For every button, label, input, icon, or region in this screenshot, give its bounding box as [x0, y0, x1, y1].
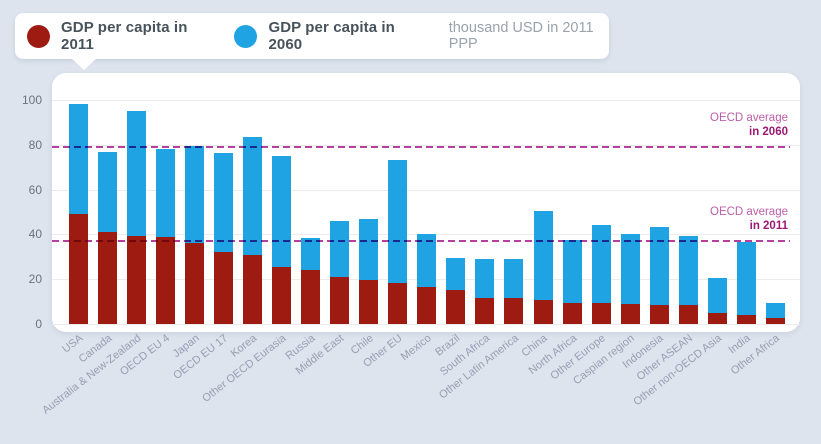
- bar-column: India: [727, 242, 756, 356]
- bar-segment-2011: [765, 318, 785, 324]
- bar-column: Australia & New-Zealand: [40, 111, 147, 417]
- bar-column: Other Africa: [729, 302, 785, 377]
- y-tick-label: 60: [28, 182, 42, 197]
- legend-label-2011: GDP per capita in 2011: [61, 19, 188, 53]
- bar-segment-2011: [127, 235, 147, 324]
- bar-segment-2011: [533, 300, 553, 324]
- bar-segment-2011: [417, 287, 437, 324]
- bar-column: USA: [60, 104, 88, 356]
- bar-segment-2011: [678, 304, 698, 324]
- bar-segment-2011: [591, 302, 611, 324]
- bar-segment-2011: [649, 304, 669, 324]
- bar-column: Other non-OECD Asia: [631, 278, 727, 408]
- bar-column: Russia: [284, 237, 321, 362]
- y-tick-label: 40: [28, 227, 42, 242]
- bar-column: Indonesia: [621, 226, 669, 371]
- gridline: [52, 100, 800, 101]
- bar-column: Caspian region: [571, 234, 640, 387]
- bar-column: Brazil: [434, 257, 466, 359]
- bar-segment-2011: [243, 254, 263, 324]
- bar-segment-2011: [504, 298, 524, 324]
- oecd-average-2060-label: OECD average in 2060: [710, 112, 788, 139]
- bar-segment-2011: [475, 298, 495, 324]
- oecd-average-2011-line: [52, 240, 790, 243]
- bar-column: Other EU: [361, 160, 408, 370]
- bar-column: Japan: [170, 145, 205, 360]
- legend-dot-2011-icon: [27, 24, 50, 48]
- bar-segment-2011: [359, 280, 379, 324]
- y-axis: 0 20 40 60 80 100: [0, 0, 45, 444]
- bar-column: China: [520, 210, 553, 359]
- legend-units: thousand USD in 2011 PPP: [448, 20, 594, 52]
- bar-column: OECD EU 17: [171, 152, 234, 382]
- oecd-average-2011-label: OECD average in 2011: [710, 206, 788, 233]
- bar-column: Chile: [348, 218, 379, 357]
- bar-column: North Africa: [526, 240, 582, 377]
- oecd-average-2060-line: [52, 146, 790, 149]
- bar-segment-2011: [272, 266, 292, 324]
- bar-segment-2011: [446, 290, 466, 324]
- bar-column: Middle East: [294, 220, 350, 377]
- gridline: [52, 189, 800, 191]
- bar-column: South Africa: [438, 259, 495, 378]
- gridline: [52, 324, 800, 325]
- bar-segment-2011: [388, 282, 408, 324]
- bar-column: Mexico: [399, 234, 437, 363]
- bar-segment-2011: [620, 303, 640, 324]
- bar-segment-2011: [69, 214, 88, 324]
- bar-segment-2011: [301, 270, 321, 324]
- y-tick-label: 100: [21, 93, 42, 107]
- y-tick-label: 80: [28, 137, 42, 152]
- bar-column: OECD EU 4: [118, 149, 176, 378]
- bar-segment-2011: [214, 252, 234, 324]
- bar-segment-2011: [156, 236, 176, 324]
- bar-segment-2011: [707, 312, 727, 324]
- y-tick-label: 0: [35, 317, 42, 331]
- bar-segment-2011: [98, 232, 118, 324]
- gridline: [52, 144, 800, 146]
- legend: GDP per capita in 2011 GDP per capita in…: [15, 13, 609, 70]
- bar-column: Other Europe: [548, 225, 611, 382]
- bar-column: Other OECD Eurasia: [200, 156, 292, 405]
- bar-column: Canada: [77, 151, 118, 365]
- bar-segment-2011: [736, 315, 756, 324]
- legend-pointer-icon: [71, 58, 97, 70]
- chart-card: USA Canada Australia & New-Zealand OECD EU …: [40, 73, 800, 417]
- y-tick-label: 20: [28, 272, 42, 287]
- plot-area: USA Canada Australia & New-Zealand OECD EU …: [40, 73, 785, 417]
- legend-dot-2060-icon: [234, 24, 258, 48]
- bar-segment-2011: [562, 302, 582, 324]
- bar-column: Other ASEAN: [635, 235, 698, 383]
- bar-segment-2011: [185, 243, 205, 324]
- bar-column: Korea: [229, 136, 263, 360]
- legend-label-2060: GDP per capita in 2060: [268, 19, 395, 53]
- bar-column: Other Latin America: [437, 259, 524, 402]
- x-tick-label: Mexico: [398, 332, 434, 364]
- bar-segment-2011: [330, 276, 350, 324]
